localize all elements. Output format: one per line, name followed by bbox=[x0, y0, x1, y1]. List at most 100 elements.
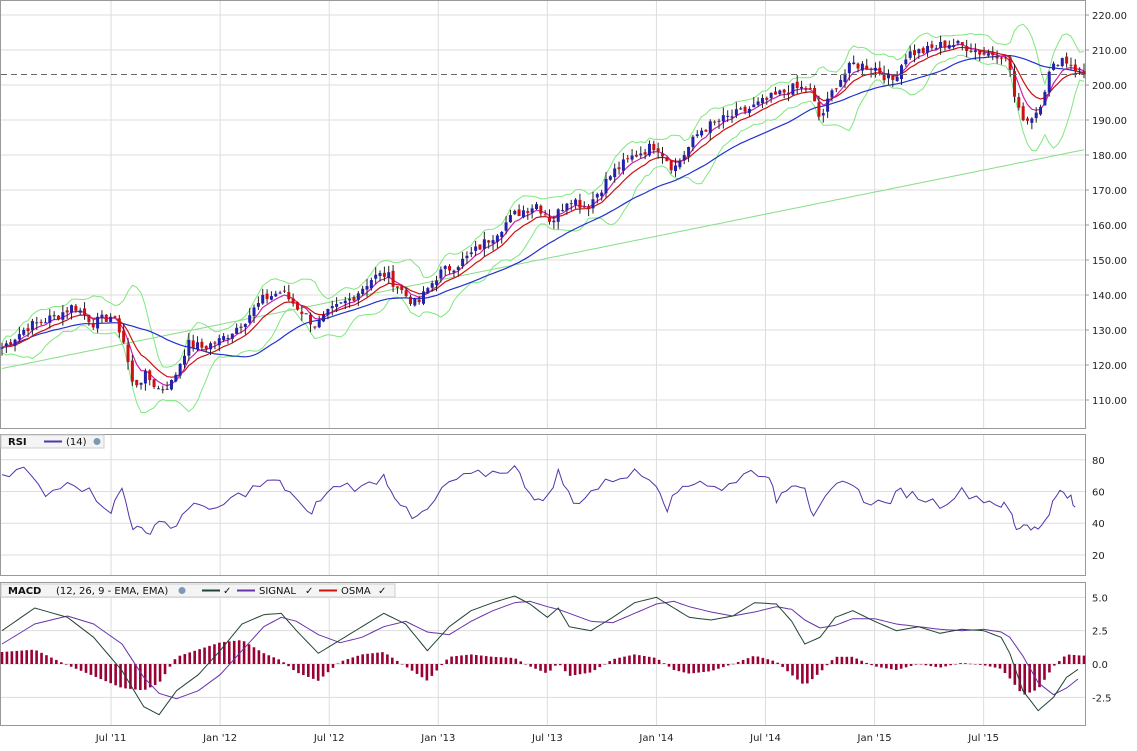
candle-down bbox=[569, 203, 573, 205]
candle-down bbox=[543, 214, 547, 216]
osma-bar bbox=[25, 650, 29, 664]
osma-bar bbox=[45, 655, 48, 664]
osma-bar bbox=[499, 657, 503, 664]
price-tick-label: 130.00 bbox=[1092, 326, 1127, 337]
candle-up bbox=[326, 308, 330, 315]
candle-up bbox=[760, 98, 764, 104]
osma-bar bbox=[539, 664, 542, 671]
price-tick-label: 220.00 bbox=[1092, 11, 1127, 22]
candle-up bbox=[826, 98, 830, 112]
osma-bar bbox=[707, 664, 710, 672]
price-tick-label: 110.00 bbox=[1092, 396, 1127, 407]
rsi-tick-label: 40 bbox=[1092, 519, 1105, 530]
osma-bar bbox=[484, 656, 488, 664]
candle-up bbox=[495, 235, 499, 242]
osma-bar bbox=[722, 664, 725, 668]
osma-bar bbox=[964, 663, 967, 664]
candle-up bbox=[1034, 112, 1038, 119]
price-tick-label: 150.00 bbox=[1092, 256, 1127, 267]
osma-bar bbox=[544, 664, 547, 673]
candle-up bbox=[708, 121, 712, 133]
candle-up bbox=[439, 269, 443, 279]
osma-bar bbox=[218, 642, 221, 664]
osma-bar bbox=[247, 644, 251, 664]
candle-up bbox=[48, 315, 52, 323]
candle-down bbox=[891, 75, 895, 80]
osma-bar bbox=[504, 657, 508, 664]
candle-up bbox=[174, 374, 178, 382]
candle-up bbox=[695, 134, 699, 137]
candle-up bbox=[422, 291, 426, 304]
candle-down bbox=[587, 206, 591, 209]
candle-up bbox=[322, 314, 326, 322]
candle-up bbox=[552, 220, 556, 223]
rsi-header: RSI (14) bbox=[0, 434, 105, 449]
candle-up bbox=[847, 62, 851, 74]
candle-up bbox=[895, 76, 899, 81]
candle-up bbox=[952, 45, 956, 47]
candle-up bbox=[248, 315, 252, 323]
candle-down bbox=[83, 308, 87, 316]
osma-bar bbox=[99, 664, 103, 680]
macd-panel-frame bbox=[0, 582, 1086, 726]
macd-settings-icon[interactable] bbox=[178, 587, 186, 594]
candle-up bbox=[304, 313, 308, 315]
osma-bar bbox=[1008, 664, 1012, 679]
osma-bar bbox=[909, 664, 913, 666]
candle-down bbox=[313, 326, 317, 328]
candle-down bbox=[1073, 64, 1077, 72]
candle-down bbox=[856, 63, 860, 69]
candle-up bbox=[734, 109, 738, 116]
candle-up bbox=[886, 73, 890, 79]
candle-up bbox=[209, 343, 213, 350]
rsi-layer bbox=[1, 465, 1076, 535]
osma-bar bbox=[1013, 664, 1017, 685]
osma-bar bbox=[509, 657, 513, 664]
candle-down bbox=[717, 120, 721, 122]
candle-down bbox=[787, 92, 791, 95]
osma-bar bbox=[776, 662, 779, 664]
candle-down bbox=[960, 42, 964, 46]
candle-up bbox=[369, 280, 373, 289]
candle-up bbox=[726, 115, 730, 117]
candle-up bbox=[52, 315, 56, 317]
rsi-settings-icon[interactable] bbox=[93, 438, 101, 445]
candle-up bbox=[917, 49, 921, 54]
osma-bar bbox=[944, 664, 947, 667]
osma-bar bbox=[40, 652, 43, 664]
candle-up bbox=[800, 86, 804, 89]
osma-bar bbox=[919, 664, 923, 665]
candle-up bbox=[143, 370, 147, 384]
osma-bar bbox=[934, 664, 938, 667]
osma-checkmark-icon[interactable]: ✓ bbox=[378, 586, 386, 597]
osma-bar bbox=[371, 653, 374, 664]
osma-bar bbox=[899, 664, 903, 669]
candle-up bbox=[926, 45, 930, 53]
candle-up bbox=[156, 388, 160, 390]
candle-up bbox=[474, 246, 478, 251]
sma-200-line bbox=[1, 149, 1085, 369]
osma-bar bbox=[223, 641, 226, 664]
signal-checkmark-icon[interactable]: ✓ bbox=[305, 586, 313, 597]
macd-checkmark-icon[interactable]: ✓ bbox=[223, 586, 231, 597]
osma-bar bbox=[1062, 656, 1066, 664]
candle-up bbox=[934, 48, 938, 50]
osma-bar bbox=[475, 654, 478, 664]
osma-bar bbox=[208, 645, 211, 664]
candle-down bbox=[995, 56, 999, 59]
osma-bar bbox=[262, 653, 266, 664]
candle-down bbox=[117, 318, 121, 333]
osma-bar bbox=[307, 664, 310, 677]
osma-bar bbox=[198, 649, 201, 664]
osma-bar bbox=[717, 664, 720, 669]
osma-bar bbox=[400, 664, 404, 665]
candle-up bbox=[374, 274, 378, 279]
candle-down bbox=[295, 302, 299, 310]
candle-up bbox=[0, 347, 4, 349]
candle-up bbox=[100, 314, 104, 318]
price-tick-label: 210.00 bbox=[1092, 46, 1127, 57]
osma-bar bbox=[791, 664, 794, 676]
candle-up bbox=[574, 199, 578, 205]
candle-up bbox=[939, 41, 943, 48]
candle-down bbox=[282, 290, 286, 292]
